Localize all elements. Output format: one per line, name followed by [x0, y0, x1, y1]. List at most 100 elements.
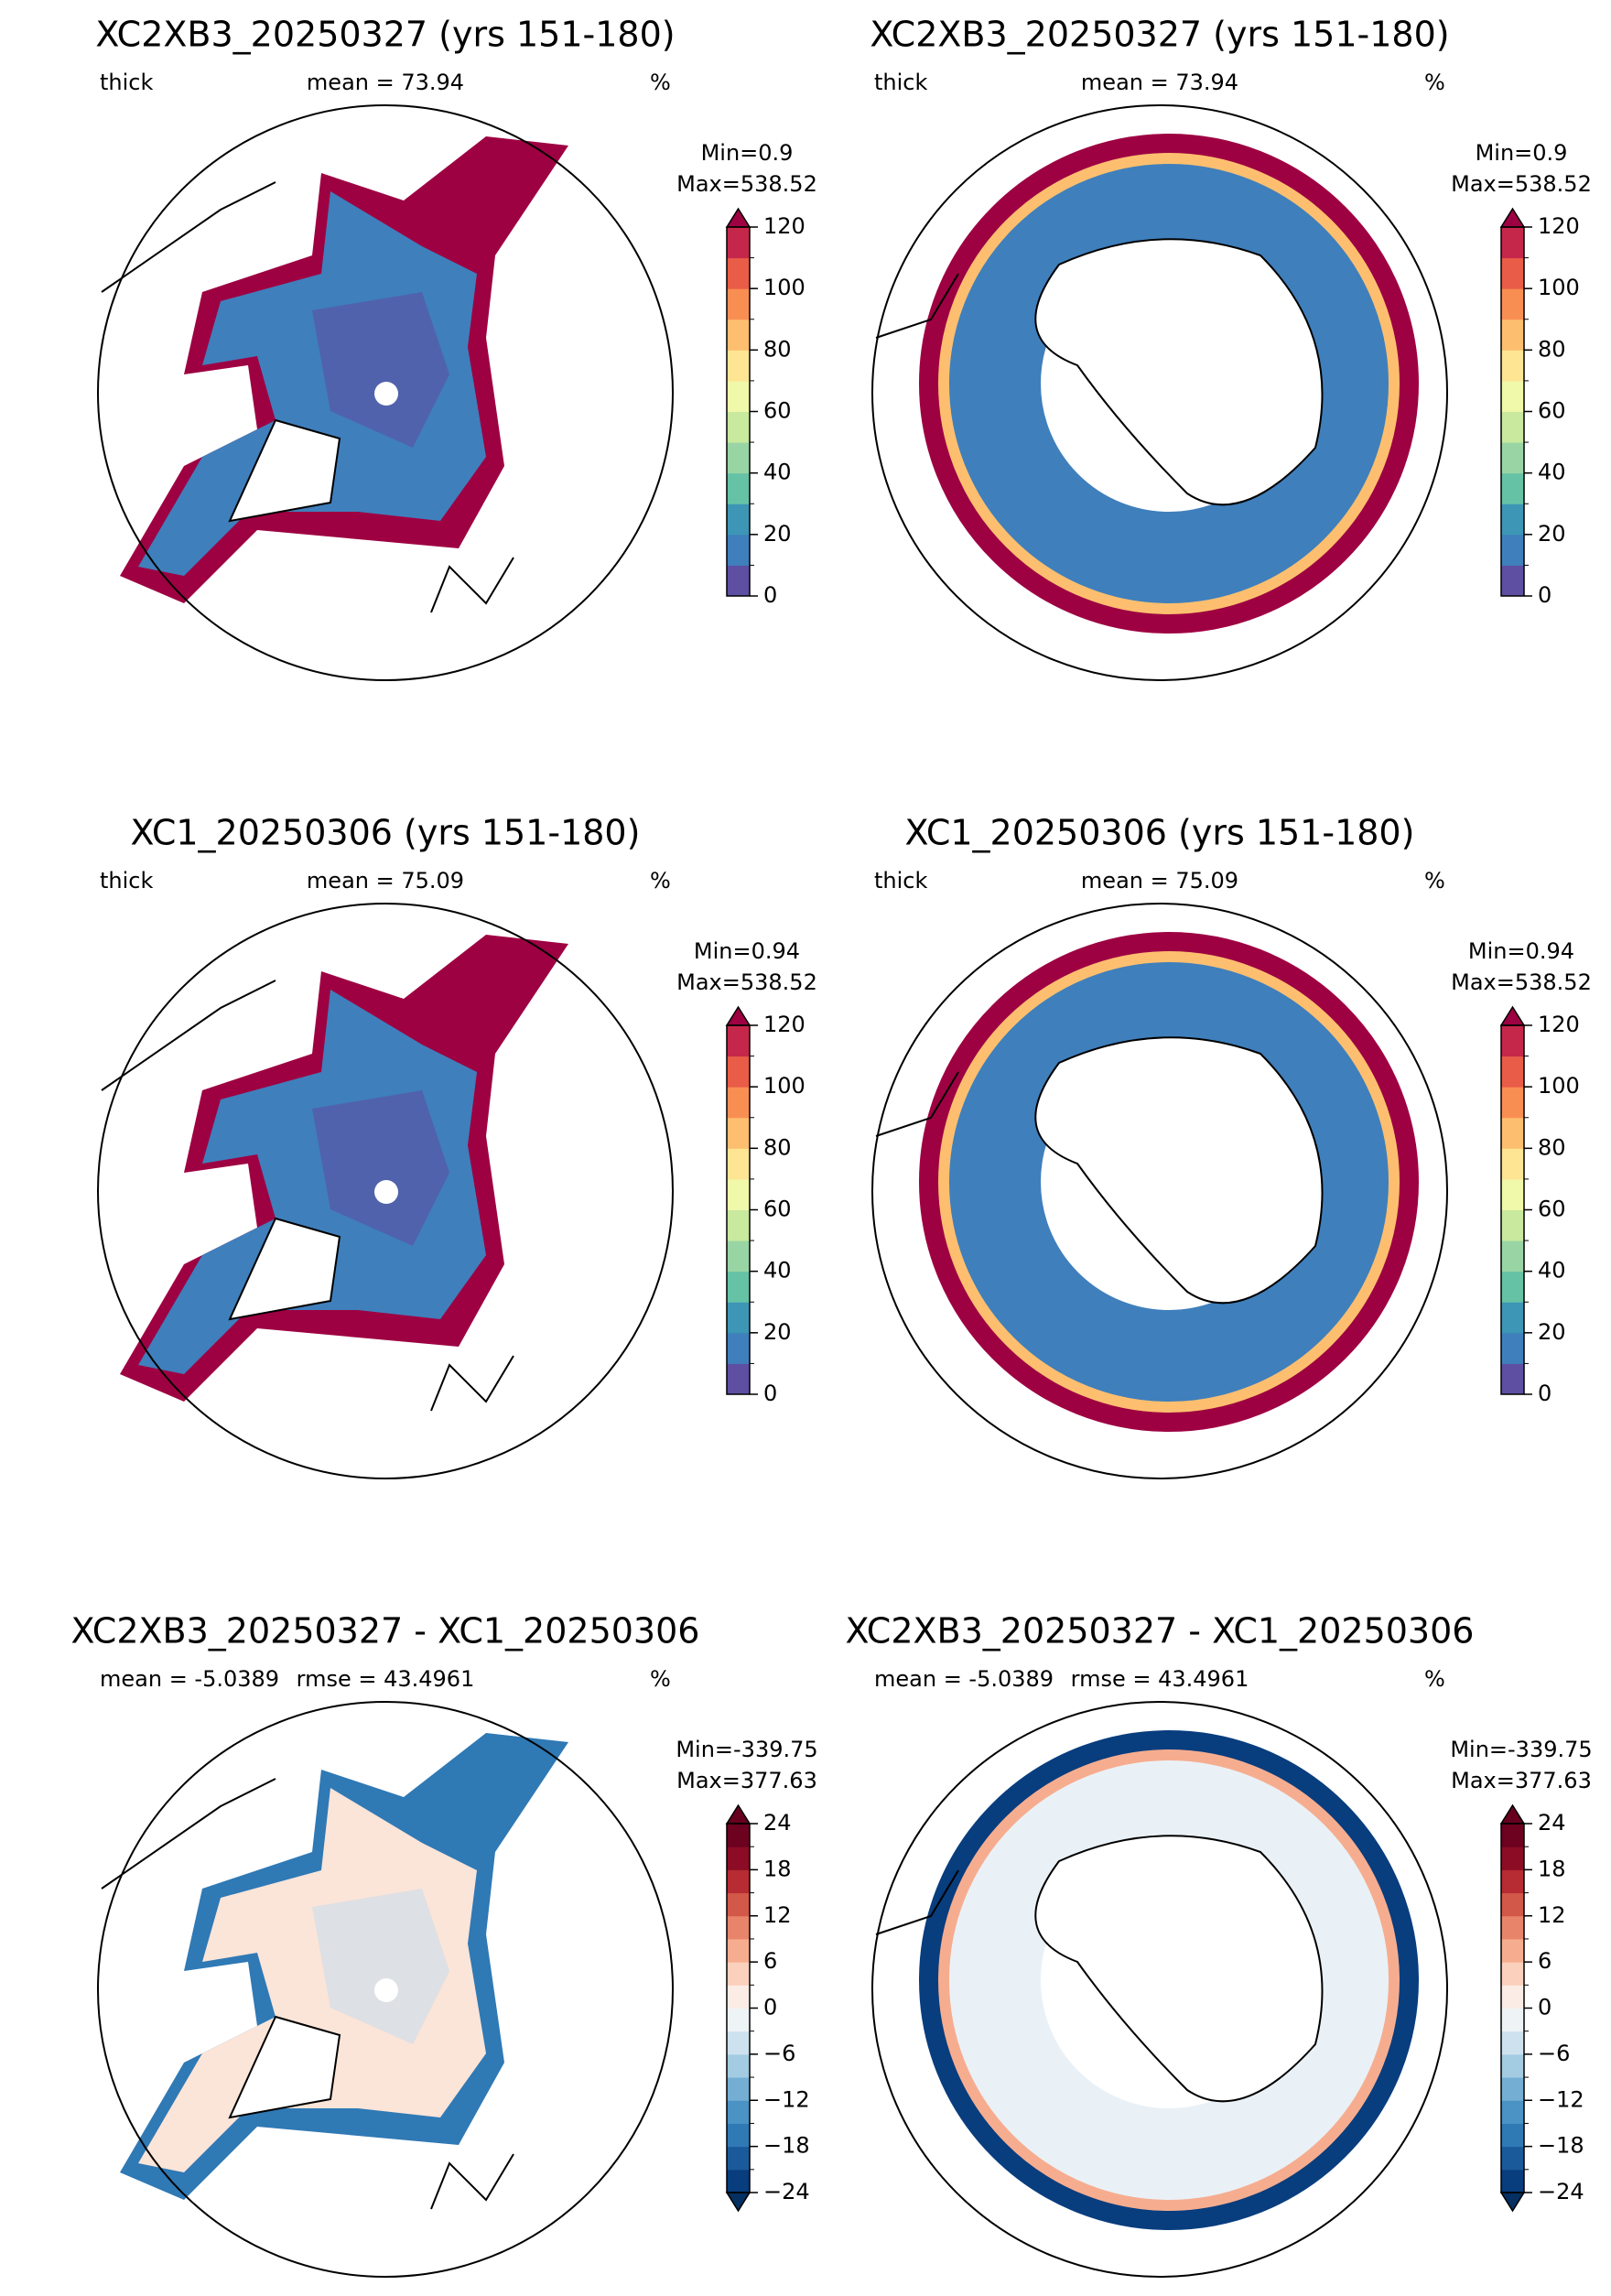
colorbar-segment: [727, 288, 750, 320]
colorbar-segment: [1501, 319, 1524, 351]
colorbar-tick-label: 24: [1538, 1810, 1566, 1836]
colorbar-tick-label: 0: [763, 582, 777, 608]
ice-core: [312, 292, 449, 448]
greenland: [228, 2015, 341, 2119]
coastline: [101, 181, 514, 613]
map-boundary: [97, 903, 674, 1479]
max-label: Max=377.63: [676, 1768, 817, 1793]
colorbar-segment: [727, 1985, 750, 2009]
colorbar-segment: [727, 1938, 750, 1963]
center-label: rmse = 43.4961: [1071, 1666, 1249, 1692]
pole-hole: [374, 382, 398, 406]
colorbar-tick-label: 60: [763, 398, 792, 424]
colorbar-tick-label: 60: [1538, 398, 1566, 424]
colorbar-extend-max: [1499, 207, 1526, 228]
colorbar-segment: [1501, 350, 1524, 382]
colorbar-segment: [1501, 1087, 1524, 1119]
coastline: [875, 1071, 959, 1137]
colorbar-tick-label: 120: [1538, 1012, 1580, 1037]
colorbar-segment: [1501, 504, 1524, 536]
ice-field: [138, 1788, 486, 2172]
min-label: Min=0.94: [1468, 938, 1574, 964]
colorbar-segment: [727, 2008, 750, 2032]
colorbar-tick-label: 12: [763, 1902, 792, 1928]
colorbar-segment: [727, 411, 750, 443]
colorbar-tick-label: −12: [763, 2086, 810, 2112]
panel-title: XC2XB3_20250327 - XC1_20250306: [71, 1611, 700, 1652]
min-label: Min=0.94: [694, 938, 800, 964]
colorbar-extend-max: [725, 1803, 751, 1825]
colorbar-tick-label: −18: [1538, 2133, 1584, 2159]
colorbar-tick-label: 100: [1538, 1073, 1580, 1099]
min-label: Min=-339.75: [1450, 1737, 1592, 1762]
center-label: rmse = 43.4961: [297, 1666, 475, 1692]
unit-label: %: [650, 70, 671, 95]
colorbar-segment: [727, 227, 750, 259]
center-label: mean = 73.94: [307, 70, 464, 95]
antarctica: [1034, 1835, 1324, 2103]
colorbar-tick-label: 18: [1538, 1856, 1566, 1881]
colorbar-segment: [727, 1302, 750, 1334]
colorbar-segment: [727, 1178, 750, 1210]
max-label: Max=538.52: [676, 969, 817, 995]
colorbar-tick-label: 100: [763, 1073, 806, 1099]
colorbar-tick-label: −12: [1538, 2086, 1584, 2112]
map-boundary: [97, 104, 674, 681]
colorbar-segment: [727, 1025, 750, 1057]
coastline: [101, 1778, 514, 2210]
colorbar-segment: [727, 257, 750, 289]
colorbar-segment: [1501, 1824, 1524, 1847]
colorbar-tick-label: 24: [763, 1810, 792, 1836]
colorbar-segment: [727, 504, 750, 536]
colorbar-tick-label: 100: [1538, 275, 1580, 300]
panel: XC1_20250306 (yrs 151-180) thick mean = 75…: [871, 813, 1592, 1479]
colorbar-tick-label: 20: [763, 1319, 792, 1345]
colorbar-segment: [727, 2053, 750, 2078]
center-label: mean = 75.09: [307, 868, 464, 893]
ice-edge: [919, 932, 1419, 1432]
colorbar-segment: [727, 1209, 750, 1241]
antarctica: [1034, 238, 1324, 506]
colorbar-extend-max: [1499, 1005, 1526, 1026]
center-label: mean = 73.94: [1081, 70, 1238, 95]
ice-ring-outer: [938, 951, 1400, 1413]
colorbar-segment: [727, 319, 750, 351]
ice-field: [138, 990, 486, 1374]
map-boundary: [871, 104, 1448, 681]
unit-label: %: [1424, 70, 1445, 95]
colorbar-tick-label: −24: [1538, 2179, 1584, 2204]
colorbar-segment: [1501, 1847, 1524, 1870]
colorbar-tick-label: 6: [763, 1948, 777, 1974]
colorbar-segment: [1501, 2053, 1524, 2078]
colorbar-tick-label: −6: [763, 2041, 795, 2066]
colorbar-tick-label: 120: [763, 213, 806, 239]
colorbar-segment: [727, 2077, 750, 2101]
colorbar-segment: [727, 2146, 750, 2171]
colorbar-segment: [727, 534, 750, 566]
colorbar-extend-max: [725, 207, 751, 228]
colorbar-segment: [727, 1962, 750, 1986]
colorbar-tick-label: 6: [1538, 1948, 1552, 1974]
colorbar-segment: [727, 1847, 750, 1870]
colorbar-segment: [1501, 1025, 1524, 1057]
colorbar-segment: [1501, 1240, 1524, 1273]
colorbar-tick-label: 60: [763, 1197, 792, 1222]
colorbar-segment: [1501, 1056, 1524, 1088]
colorbar-segment: [727, 1915, 750, 1940]
colorbar-segment: [1501, 1363, 1524, 1395]
colorbar-tick-label: 80: [763, 336, 792, 362]
colorbar-tick-label: −24: [763, 2179, 810, 2204]
colorbar-segment: [727, 472, 750, 504]
panel-title: XC2XB3_20250327 (yrs 151-180): [95, 15, 675, 55]
panel-title: XC2XB3_20250327 (yrs 151-180): [870, 15, 1449, 55]
colorbar-segment: [727, 1271, 750, 1303]
map-boundary: [871, 1701, 1448, 2278]
colorbar-segment: [1501, 472, 1524, 504]
ice-ring: [949, 164, 1389, 603]
colorbar-segment: [727, 2100, 750, 2124]
colorbar-segment: [1501, 2031, 1524, 2055]
left-label: thick: [874, 868, 927, 893]
colorbar-tick-label: 20: [763, 521, 792, 547]
colorbar-segment: [727, 350, 750, 382]
